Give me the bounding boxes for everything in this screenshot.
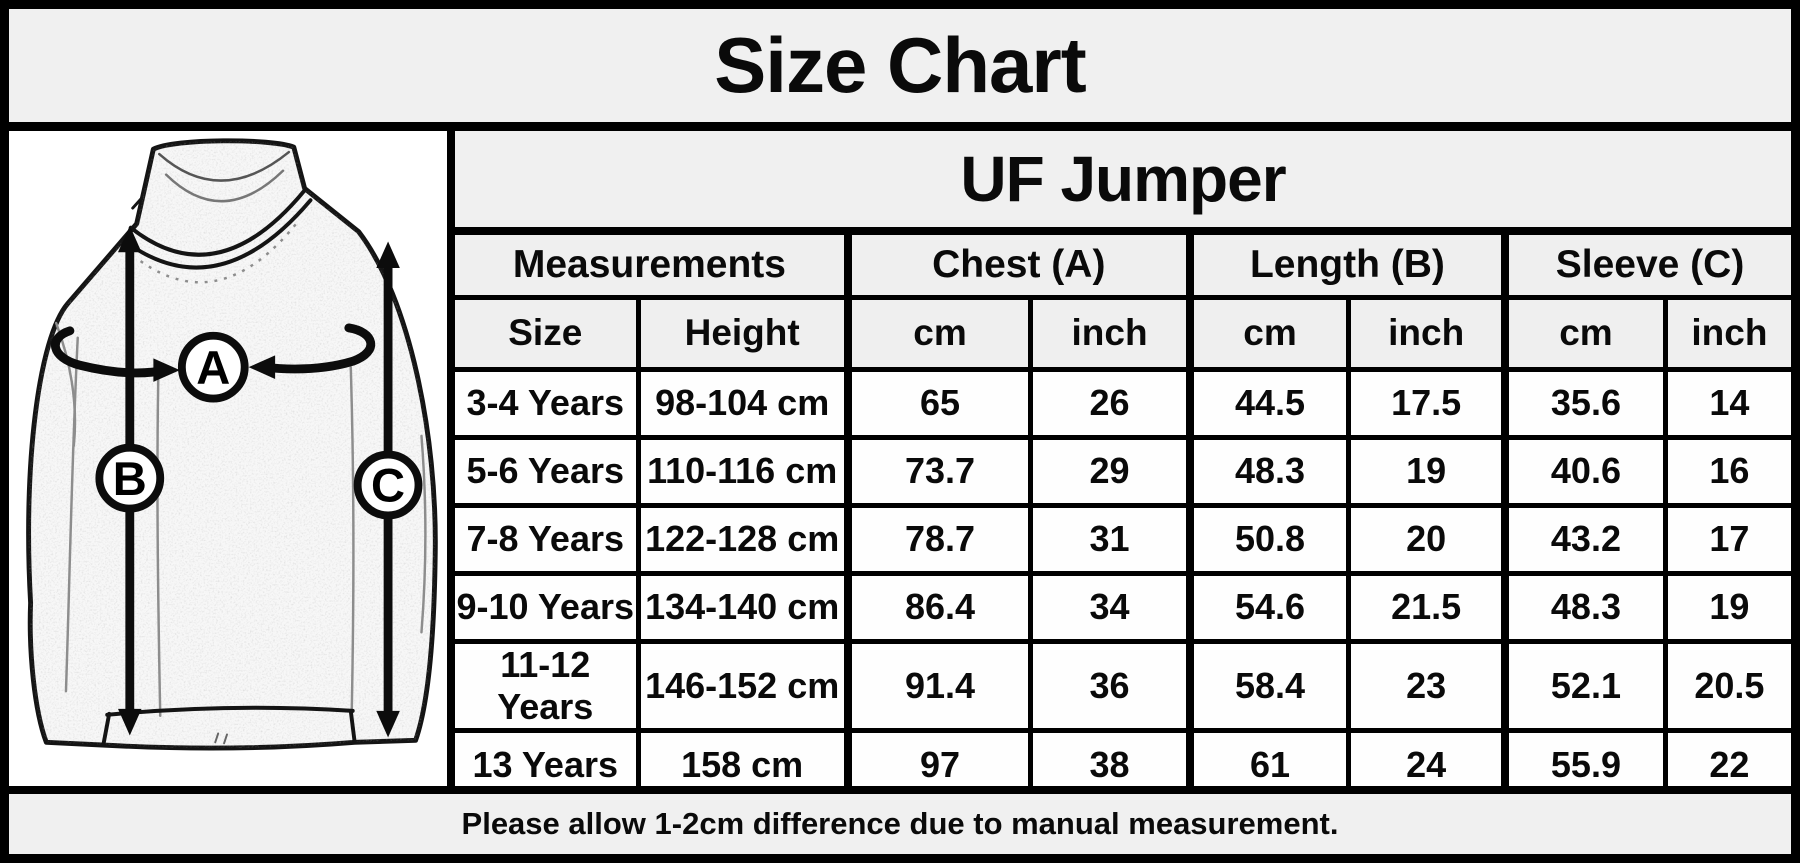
col-header-sleeve-inch: inch [1662, 294, 1791, 372]
table-cell: 73.7 [843, 434, 1034, 508]
column-header-row: Size Height cm inch cm inch cm inch [455, 294, 1791, 372]
table-cell: 91.4 [843, 638, 1034, 733]
group-header-measurements: Measurements [455, 228, 851, 300]
table-cell: 9-10 Years [455, 570, 641, 644]
table-cell: 19 [1346, 434, 1508, 508]
table-cell: 54.6 [1185, 570, 1352, 644]
table-cell: 48.3 [1185, 434, 1352, 508]
label-a-badge: A [177, 331, 249, 403]
note: Please allow 1-2cm difference due to man… [9, 786, 1791, 854]
group-header-sleeve: Sleeve (C) [1501, 228, 1791, 300]
table-cell: 17.5 [1346, 366, 1508, 440]
table-cell: 5-6 Years [455, 434, 641, 508]
table-cell: 40.6 [1501, 434, 1668, 508]
col-header-chest-inch: inch [1028, 294, 1193, 372]
table-cell: 34 [1028, 570, 1193, 644]
table-cell: 52.1 [1501, 638, 1668, 733]
table-cell: 50.8 [1185, 502, 1352, 576]
table-cell: 44.5 [1185, 366, 1352, 440]
table-cell: 110-116 cm [635, 434, 851, 508]
col-header-sleeve-cm: cm [1501, 294, 1668, 372]
seam-lines [54, 321, 427, 718]
table-cell: 7-8 Years [455, 502, 641, 576]
table-cell: 17 [1662, 502, 1791, 576]
table-row: 3-4 Years 98-104 cm 65 26 44.5 17.5 35.6… [455, 366, 1791, 440]
sleeve-arrowhead-down [376, 710, 400, 738]
col-header-size: Size [455, 294, 641, 372]
group-header-length: Length (B) [1185, 228, 1508, 300]
jumper-diagram-svg: A B C [9, 131, 447, 786]
table-cell: 86.4 [843, 570, 1034, 644]
size-table-area: UF Jumper Measurements Chest (A) Length … [455, 131, 1791, 798]
length-arrowhead-up [118, 225, 142, 253]
jumper-illustration: A B C [9, 131, 455, 786]
table-cell: 36 [1028, 638, 1193, 733]
table-cell: 26 [1028, 366, 1193, 440]
table-row: 7-8 Years 122-128 cm 78.7 31 50.8 20 43.… [455, 502, 1791, 576]
label-b-badge: B [95, 443, 165, 513]
table-cell: 43.2 [1501, 502, 1668, 576]
label-a: A [196, 341, 230, 394]
measure-labels: A B C [95, 331, 423, 520]
collar-lines [121, 150, 313, 270]
col-header-chest-cm: cm [843, 294, 1034, 372]
table-cell: 48.3 [1501, 570, 1668, 644]
table-cell: 31 [1028, 502, 1193, 576]
length-arrowhead-down [118, 708, 142, 736]
table-row: 5-6 Years 110-116 cm 73.7 29 48.3 19 40.… [455, 434, 1791, 508]
sleeve-arrowhead-up [376, 241, 400, 268]
col-header-height: Height [635, 294, 851, 372]
page-title: Size Chart [9, 9, 1791, 131]
table-row: 11-12 Years 146-152 cm 91.4 36 58.4 23 5… [455, 638, 1791, 733]
table-cell: 16 [1662, 434, 1791, 508]
table-cell: 3-4 Years [455, 366, 641, 440]
table-cell: 146-152 cm [635, 638, 851, 733]
table-cell: 20 [1346, 502, 1508, 576]
table-cell: 122-128 cm [635, 502, 851, 576]
col-header-length-inch: inch [1346, 294, 1508, 372]
product-title: UF Jumper [455, 131, 1791, 235]
table-cell: 20.5 [1662, 638, 1791, 733]
product-title-row: UF Jumper [455, 131, 1791, 235]
col-header-length-cm: cm [1185, 294, 1352, 372]
table-cell: 11-12 Years [455, 638, 641, 733]
table-cell: 78.7 [843, 502, 1034, 576]
table-cell: 29 [1028, 434, 1193, 508]
table-cell: 98-104 cm [635, 366, 851, 440]
size-table: UF Jumper Measurements Chest (A) Length … [455, 131, 1791, 798]
table-row: 9-10 Years 134-140 cm 86.4 34 54.6 21.5 … [455, 570, 1791, 644]
table-cell: 14 [1662, 366, 1791, 440]
table-cell: 65 [843, 366, 1034, 440]
chest-arrowhead-left [248, 355, 276, 379]
table-cell: 19 [1662, 570, 1791, 644]
table-cell: 21.5 [1346, 570, 1508, 644]
label-c: C [371, 459, 405, 512]
chest-arrowhead-right [153, 358, 180, 382]
group-header-chest: Chest (A) [843, 228, 1193, 300]
table-cell: 35.6 [1501, 366, 1668, 440]
main-area: A B C [9, 131, 1791, 798]
table-cell: 134-140 cm [635, 570, 851, 644]
group-header-row: Measurements Chest (A) Length (B) Sleeve… [455, 228, 1791, 300]
table-cell: 58.4 [1185, 638, 1352, 733]
label-b: B [113, 452, 147, 505]
table-cell: 23 [1346, 638, 1508, 733]
chest-arrow [51, 323, 376, 382]
label-c-badge: C [353, 450, 423, 520]
